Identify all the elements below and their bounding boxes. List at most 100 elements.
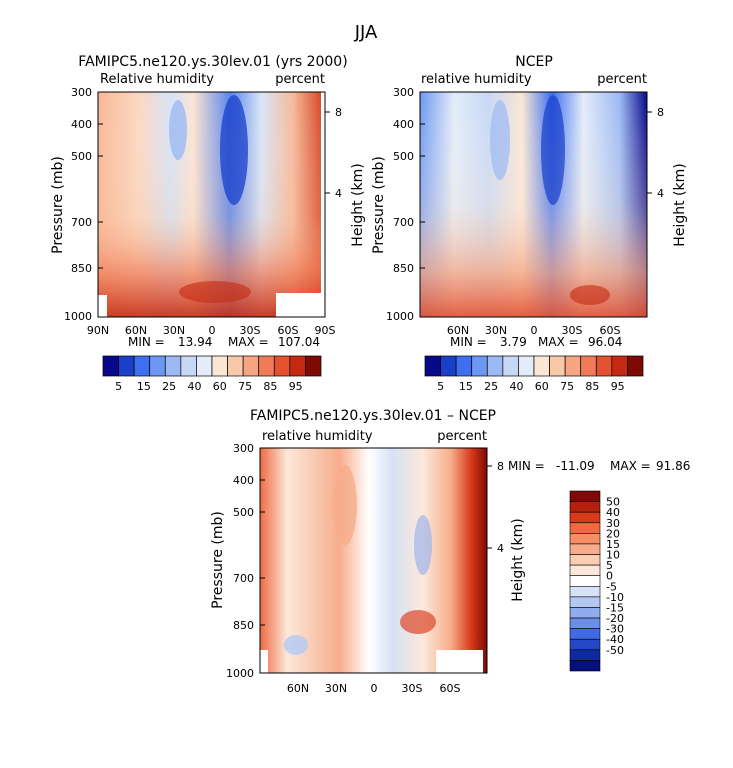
colorbar-ncep-swatch-6	[518, 355, 535, 377]
panel-model-max-label: MAX =	[228, 335, 269, 349]
panel-ncep-right-label: percent	[597, 72, 647, 87]
panel-diff-xtick-30S: 30S	[402, 682, 423, 695]
panel-ncep-ylabel-right: Height (km)	[672, 163, 688, 246]
panel-diff-min-value: -11.09	[556, 459, 595, 473]
colorbar-model-swatch-8	[227, 355, 244, 377]
colorbar-model-label-1: 15	[137, 380, 151, 393]
panel-ncep-ylabel: Pressure (mb)	[371, 156, 387, 254]
colorbar-diff-swatch-3	[569, 522, 601, 534]
panel-diff-ytick-1000: 1000	[226, 667, 254, 680]
panel-model-htick-4: 4	[335, 187, 342, 200]
colorbar-diff-swatch-10	[569, 596, 601, 608]
colorbar-model-swatch-4	[164, 355, 182, 377]
panel-model-xtick-30S: 30S	[240, 324, 261, 337]
colorbar-diff-label-8: -5	[606, 580, 617, 593]
colorbar-diff-label-5: 10	[606, 549, 620, 562]
colorbar-diff-label-11: -20	[606, 612, 624, 625]
panel-model-blue-core	[220, 95, 248, 205]
panel-model-right-label: percent	[275, 72, 325, 87]
panel-ncep-title: NCEP	[515, 54, 553, 70]
colorbar-diff-label-0: 50	[606, 496, 620, 509]
panel-model-ylabel-right: Height (km)	[350, 163, 366, 246]
panel-ncep-xtick-30N: 30N	[485, 324, 507, 337]
panel-model-ytick-850: 850	[71, 262, 92, 275]
panel-ncep: NCEP relative humidity percent 300 400 5…	[371, 54, 688, 393]
panel-ncep-htick-8: 8	[657, 106, 664, 119]
colorbar-ncep-swatch-3	[471, 355, 488, 377]
colorbar-diff-label-4: 15	[606, 538, 620, 551]
panel-diff-xtick-60N: 60N	[287, 682, 309, 695]
panel-model-ytick-700: 700	[71, 216, 92, 229]
panel-ncep-xtick-30S: 30S	[562, 324, 583, 337]
panel-diff-frame	[259, 447, 488, 674]
panel-ncep-left-label: relative humidity	[421, 72, 532, 87]
panel-diff-blue-low	[284, 635, 308, 655]
panel-ncep-red-bottom	[570, 285, 610, 305]
panel-model-red-bottom	[179, 281, 251, 303]
colorbar-diff-label-6: 5	[606, 559, 613, 572]
panel-model-min-label: MIN =	[128, 335, 165, 349]
panel-diff-ytick-500: 500	[233, 506, 254, 519]
panel-diff-htick-8: 8	[497, 460, 504, 473]
colorbar-ncep-swatch-11	[595, 355, 613, 377]
colorbar-diff-swatch-14	[569, 638, 601, 651]
panel-model-xtick-90S: 90S	[315, 324, 336, 337]
panel-ncep-ytick-400: 400	[393, 118, 414, 131]
colorbar-diff-swatch-2	[569, 511, 601, 524]
colorbar-ncep-swatch-13	[627, 355, 644, 377]
panel-diff-blue-mid	[414, 515, 432, 575]
panel-model: FAMIPC5.ne120.ys.30lev.01 (yrs 2000) Rel…	[50, 54, 366, 393]
colorbar-diff-swatch-4	[569, 533, 601, 545]
colorbar-ncep-label-4: 60	[535, 380, 549, 393]
panel-diff-missing-right	[436, 650, 483, 673]
colorbar-ncep-swatch-9	[564, 355, 582, 377]
colorbar-model-swatch-12	[289, 355, 306, 377]
panel-ncep-max-label: MAX =	[538, 335, 579, 349]
colorbar-model: 5 15 25 40 60 75 85 95	[102, 355, 322, 393]
panel-diff-ytick-400: 400	[233, 474, 254, 487]
panel-model-title: FAMIPC5.ne120.ys.30lev.01 (yrs 2000)	[78, 54, 347, 70]
colorbar-ncep-label-7: 95	[611, 380, 625, 393]
colorbar-diff-swatch-5	[569, 543, 601, 555]
colorbar-model-label-6: 85	[263, 380, 277, 393]
panel-model-htick-8: 8	[335, 106, 342, 119]
colorbar-diff-swatch-13	[569, 628, 601, 640]
colorbar-model-label-7: 95	[289, 380, 303, 393]
panel-model-missing-left	[98, 295, 107, 317]
panel-ncep-frame	[419, 91, 648, 318]
colorbar-ncep-swatch-12	[611, 355, 628, 377]
panel-model-xtick-90N: 90N	[87, 324, 109, 337]
panel-model-ytick-1000: 1000	[64, 310, 92, 323]
colorbar-model-swatch-7	[211, 355, 228, 377]
panel-diff-title: FAMIPC5.ne120.ys.30lev.01 – NCEP	[250, 408, 496, 424]
panel-model-blue-left	[169, 100, 187, 160]
panel-model-ytick-400: 400	[71, 118, 92, 131]
panel-model-field-lower	[98, 92, 325, 317]
panel-diff-red-low	[400, 610, 436, 634]
colorbar-diff-label-3: 20	[606, 527, 620, 540]
panel-diff-missing-left	[260, 650, 268, 673]
panel-ncep-ytick-500: 500	[393, 150, 414, 163]
panel-model-missing-top-right	[321, 92, 325, 317]
colorbar-model-label-2: 25	[162, 380, 176, 393]
colorbar-ncep-label-2: 25	[484, 380, 498, 393]
panel-ncep-ytick-850: 850	[393, 262, 414, 275]
panel-model-xtick-30N: 30N	[163, 324, 185, 337]
panel-ncep-field-lower	[420, 92, 647, 317]
panel-diff-htick-4: 4	[497, 542, 504, 555]
colorbar-model-swatch-6	[196, 355, 213, 377]
panel-model-xtick-60N: 60N	[125, 324, 147, 337]
panel-ncep-blue-left	[490, 100, 510, 180]
panel-model-max-value: 107.04	[278, 335, 320, 349]
colorbar-diff-label-12: -30	[606, 623, 624, 636]
panel-diff-max-value: 91.86	[656, 459, 690, 473]
colorbar-ncep-swatch-4	[486, 355, 504, 377]
colorbar-diff-label-10: -15	[606, 601, 624, 614]
panel-ncep-ytick-300: 300	[393, 86, 414, 99]
figure-title: JJA	[354, 22, 378, 43]
panel-ncep-min-label: MIN =	[450, 335, 487, 349]
panel-ncep-min-value: 3.79	[500, 335, 527, 349]
panel-model-frame	[97, 91, 326, 318]
colorbar-diff-swatch-7	[569, 564, 601, 577]
colorbar-model-label-4: 60	[213, 380, 227, 393]
